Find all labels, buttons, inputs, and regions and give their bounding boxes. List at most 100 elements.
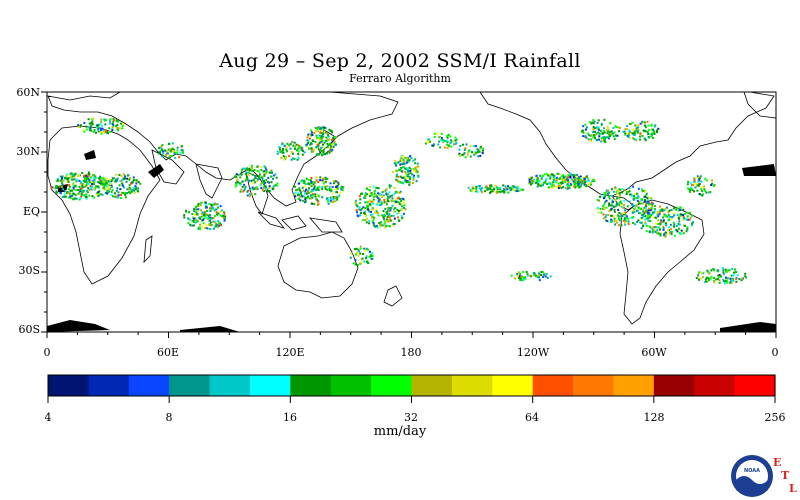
rain-pixel <box>317 142 320 145</box>
rain-pixel <box>246 167 249 170</box>
rain-pixel <box>87 183 90 186</box>
rain-pixel <box>325 197 328 200</box>
rain-pixel <box>534 274 537 277</box>
rain-pixel <box>105 181 108 184</box>
rain-pixel <box>67 188 70 191</box>
rain-pixel <box>358 208 361 211</box>
rain-pixel <box>165 154 168 156</box>
rain-pixel <box>636 197 639 200</box>
rain-pixel <box>75 197 78 200</box>
rain-pixel <box>334 180 337 183</box>
rain-pixel <box>331 185 334 188</box>
rain-pixel <box>172 148 175 151</box>
rain-pixel <box>57 178 60 181</box>
rain-pixel <box>275 184 278 187</box>
rain-pixel <box>393 208 396 210</box>
rain-pixel <box>122 186 125 189</box>
rain-pixel <box>183 216 186 219</box>
rain-pixel <box>383 214 386 216</box>
rain-pixel <box>662 228 665 231</box>
rain-pixel <box>99 177 102 180</box>
rain-pixel <box>324 131 327 134</box>
rain-pixel <box>317 153 320 156</box>
rain-pixel <box>651 202 654 205</box>
rain-pixel <box>199 209 202 212</box>
rain-pixel <box>583 183 586 186</box>
rain-pixel <box>522 271 525 273</box>
rain-pixel <box>610 130 613 133</box>
rain-pixel <box>300 191 303 194</box>
rain-pixel <box>689 186 692 189</box>
rain-pixel <box>584 128 587 131</box>
rain-pixel <box>69 173 72 176</box>
rain-pixel <box>383 222 386 225</box>
rain-pixel <box>636 194 639 197</box>
rain-pixel <box>211 204 214 207</box>
rain-pixel <box>657 232 660 235</box>
rain-pixel <box>394 159 397 162</box>
rain-pixel <box>634 204 637 207</box>
rain-pixel <box>61 181 64 184</box>
rain-pixel <box>611 220 613 223</box>
rain-pixel <box>266 190 269 193</box>
rain-pixel <box>317 203 320 206</box>
rain-pixel <box>357 215 360 218</box>
rain-pixel <box>574 186 577 189</box>
rain-pixel <box>560 175 563 178</box>
rain-pixel <box>380 195 383 198</box>
rain-pixel <box>628 190 631 193</box>
rain-pixel <box>724 270 727 273</box>
rain-pixel <box>338 194 341 197</box>
rain-pixel <box>373 225 376 227</box>
rain-pixel <box>615 190 618 193</box>
rain-pixel <box>658 213 661 216</box>
rain-pixel <box>65 180 68 183</box>
rain-pixel <box>397 197 400 199</box>
rain-pixel <box>449 135 452 138</box>
rain-pixel <box>400 166 403 169</box>
rain-pixel <box>413 174 415 177</box>
rain-pixel <box>685 230 688 233</box>
rain-pixel <box>301 179 304 182</box>
rain-pixel <box>215 208 218 211</box>
rain-pixel <box>248 169 251 172</box>
rain-pixel <box>477 149 480 152</box>
rain-pixel <box>280 143 283 146</box>
rain-pixel <box>728 269 731 272</box>
rain-pixel <box>692 184 695 187</box>
rain-pixel <box>243 189 246 192</box>
rain-pixel <box>195 219 198 222</box>
rain-pixel <box>125 180 128 183</box>
rain-pixel <box>372 191 375 194</box>
rain-pixel <box>132 189 135 192</box>
rain-pixel <box>363 210 366 213</box>
rain-pixel <box>363 260 366 263</box>
rain-pixel <box>171 147 174 150</box>
rain-pixel <box>328 150 331 153</box>
rain-pixel <box>624 213 627 216</box>
rain-pixel <box>55 191 58 194</box>
colorbar-swatch <box>88 375 130 396</box>
rain-pixel <box>605 206 608 209</box>
rain-pixel <box>86 173 89 176</box>
rain-pixel <box>585 175 588 178</box>
rain-pixel <box>651 230 654 233</box>
rain-pixel <box>251 182 254 185</box>
rain-pixel <box>637 124 640 127</box>
rain-pixel <box>93 181 96 184</box>
rain-pixel <box>680 232 682 235</box>
rain-pixel <box>331 192 334 195</box>
rain-pixel <box>321 179 324 182</box>
rain-pixel <box>331 143 333 146</box>
rain-pixel <box>602 213 605 216</box>
rain-pixel <box>522 188 525 191</box>
rain-pixel <box>608 191 611 194</box>
rain-pixel <box>326 152 328 155</box>
rain-pixel <box>354 248 356 251</box>
rain-pixel <box>552 179 555 182</box>
rain-pixel <box>107 180 110 183</box>
rain-pixel <box>446 134 449 137</box>
rain-pixel <box>469 144 472 147</box>
rain-pixel <box>100 132 103 135</box>
rain-pixel <box>605 219 608 222</box>
